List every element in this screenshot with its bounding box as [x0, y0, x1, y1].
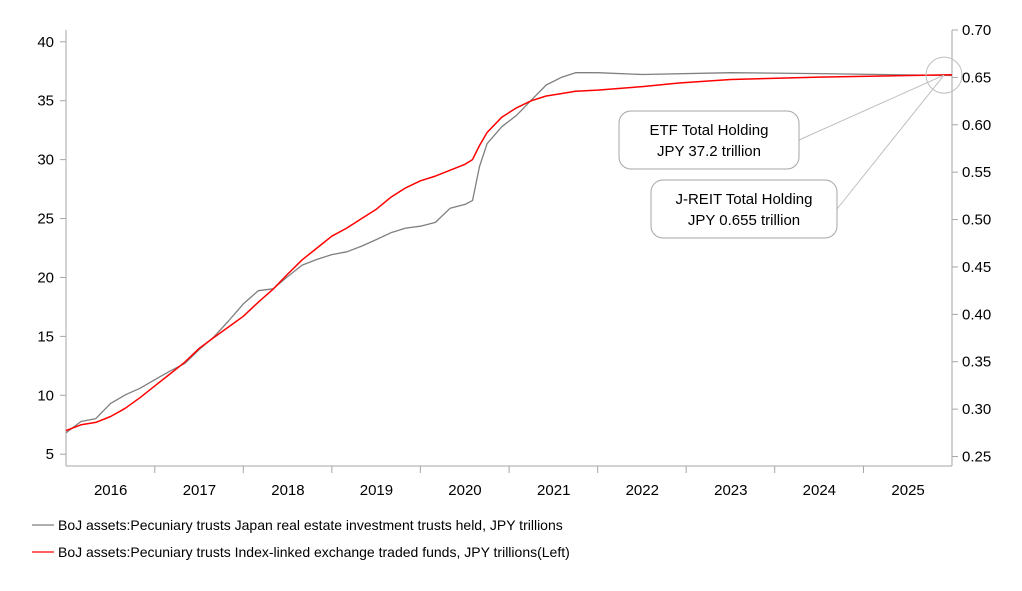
legend-label-reit: BoJ assets:Pecuniary trusts Japan real e… — [58, 517, 563, 533]
x-tick-label: 2016 — [94, 482, 127, 499]
x-tick-label: 2023 — [714, 482, 747, 499]
series-line-etf — [65, 74, 953, 432]
y-right-tick-label: 0.70 — [962, 22, 991, 39]
x-tick-label: 2024 — [803, 482, 836, 499]
legend: BoJ assets:Pecuniary trusts Japan real e… — [32, 517, 570, 560]
series-line-reit — [65, 72, 953, 434]
series-layer — [65, 72, 953, 434]
y-left-tick-label: 5 — [46, 446, 54, 463]
x-tick-label: 2025 — [891, 482, 924, 499]
x-tick-label: 2018 — [271, 482, 304, 499]
y-left-tick-label: 35 — [37, 93, 54, 110]
callout-text-line: ETF Total Holding — [650, 122, 769, 139]
callout-text-line: JPY 0.655 trillion — [688, 212, 800, 229]
callout-text-line: JPY 37.2 trillion — [657, 143, 761, 160]
callout-text-line: J-REIT Total Holding — [675, 191, 812, 208]
y-right-tick-label: 0.30 — [962, 401, 991, 418]
x-tick-label: 2022 — [626, 482, 659, 499]
y-right-tick-label: 0.65 — [962, 69, 991, 86]
callout-box — [618, 110, 800, 170]
endpoint-highlight-circle — [925, 56, 963, 94]
callout-box — [650, 179, 838, 239]
y-left-tick-label: 40 — [37, 34, 54, 51]
callout-leader-line — [798, 74, 945, 141]
y-right-tick-label: 0.40 — [962, 306, 991, 323]
y-right-tick-label: 0.50 — [962, 212, 991, 229]
axis-layer: 5101520253035400.250.300.350.400.450.500… — [37, 22, 991, 499]
callout-leader-line — [836, 74, 945, 210]
y-left-tick-label: 10 — [37, 387, 54, 404]
y-left-tick-label: 20 — [37, 269, 54, 286]
y-left-tick-label: 25 — [37, 211, 54, 228]
x-tick-label: 2021 — [537, 482, 570, 499]
y-right-tick-label: 0.35 — [962, 354, 991, 371]
x-tick-label: 2020 — [448, 482, 481, 499]
y-right-tick-label: 0.45 — [962, 259, 991, 276]
legend-label-etf: BoJ assets:Pecuniary trusts Index-linked… — [58, 544, 570, 560]
y-right-tick-label: 0.60 — [962, 117, 991, 134]
y-right-tick-label: 0.25 — [962, 449, 991, 466]
y-left-tick-label: 30 — [37, 152, 54, 169]
annotation-layer: ETF Total Holding JPY 37.2 trillion J-REIT… — [618, 56, 963, 239]
y-left-tick-label: 15 — [37, 328, 54, 345]
x-tick-label: 2019 — [360, 482, 393, 499]
y-right-tick-label: 0.55 — [962, 164, 991, 181]
x-tick-label: 2017 — [183, 482, 216, 499]
